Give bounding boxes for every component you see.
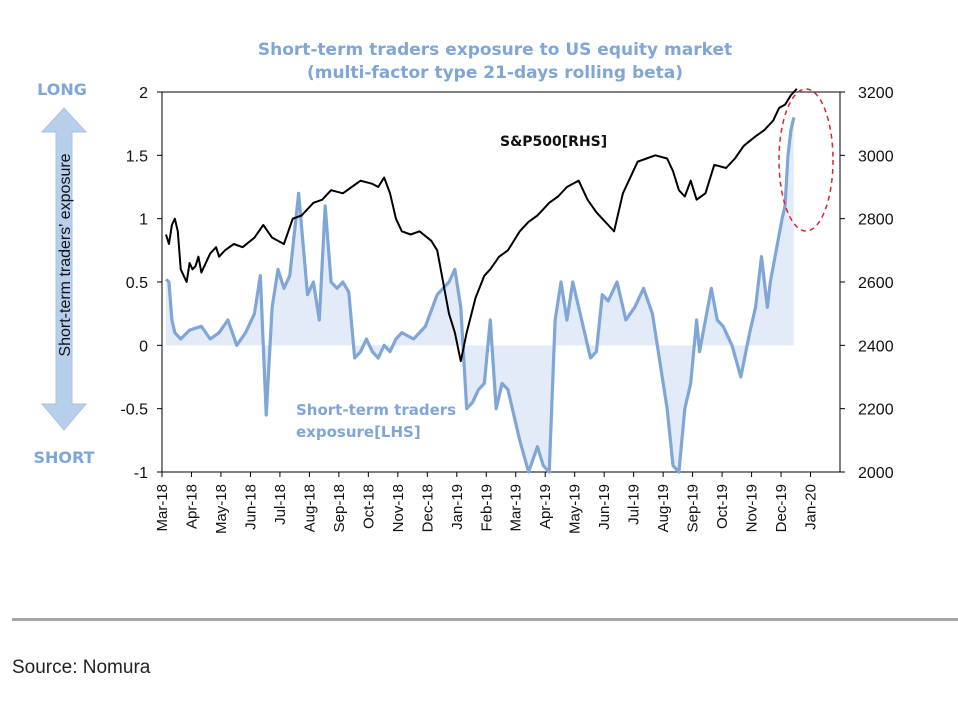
x-tick-label: Dec-19 [773, 484, 790, 532]
right-tick-label: 2200 [858, 402, 894, 419]
x-tick-label: May-19 [567, 484, 584, 534]
series-layer [164, 88, 798, 474]
exposure-series-label-line2: exposure[LHS] [296, 423, 421, 441]
right-tick-label: 3200 [858, 85, 894, 102]
x-tick-label: Mar-18 [154, 484, 171, 532]
sp500-line [165, 88, 798, 363]
exposure-line [164, 116, 796, 474]
left-tick-label: 1.5 [126, 148, 148, 165]
right-tick-label: 2800 [858, 212, 894, 229]
x-tick-label: May-18 [213, 484, 230, 534]
highlight-ellipse [778, 88, 834, 232]
direction-arrow-icon [40, 107, 88, 431]
left-tick-label: 1 [139, 212, 148, 229]
y-axis-label: Short-term traders' exposure [57, 153, 74, 356]
x-axis: Mar-18 Apr-18 May-18 Jun-18 Jul-18 Aug-18 Sep-… [154, 472, 820, 534]
x-tick-label: Mar-19 [508, 484, 525, 532]
exposure-area [166, 117, 794, 472]
x-tick-label: Aug-19 [655, 484, 672, 532]
sp500-series-label: S&P500[RHS] [500, 134, 607, 150]
left-tick-label: -0.5 [120, 402, 148, 419]
left-axis: 2 1.5 1 0.5 0 -0.5 -1 [120, 85, 162, 482]
x-tick-label: Jun-19 [596, 484, 613, 530]
left-tick-label: 2 [139, 85, 148, 102]
left-tick-label: 0 [139, 338, 148, 355]
left-tick-label: 0.5 [126, 275, 148, 292]
divider [12, 618, 958, 621]
right-tick-label: 2000 [858, 465, 894, 482]
right-tick-label: 2600 [858, 275, 894, 292]
exposure-series-label-line1: Short-term traders [296, 401, 456, 419]
right-tick-label: 3000 [858, 148, 894, 165]
chart-title: Short-term traders exposure to US equity… [258, 40, 732, 60]
x-tick-label: Jul-18 [272, 484, 289, 525]
x-tick-label: Nov-18 [390, 484, 407, 532]
x-tick-label: Apr-19 [537, 484, 554, 529]
x-tick-label: Jan-20 [803, 484, 820, 530]
chart: Short-term traders exposure to US equity… [33, 40, 894, 534]
x-tick-label: Oct-19 [714, 484, 731, 529]
x-tick-label: Dec-18 [419, 484, 436, 532]
x-tick-label: Feb-19 [478, 484, 495, 532]
source-note: Source: Nomura [12, 657, 151, 678]
right-axis: 3200 3000 2800 2600 2400 2200 2000 [840, 85, 894, 482]
x-tick-label: Jan-19 [449, 484, 466, 530]
x-tick-label: Apr-18 [183, 484, 200, 529]
x-tick-label: Sep-19 [685, 484, 702, 532]
x-tick-label: Jul-19 [626, 484, 643, 525]
long-label: LONG [37, 80, 87, 99]
x-tick-label: Nov-19 [744, 484, 761, 532]
chart-subtitle: (multi-factor type 21-days rolling beta) [307, 63, 683, 83]
x-tick-label: Jun-18 [242, 484, 259, 530]
x-tick-label: Sep-18 [331, 484, 348, 532]
right-tick-label: 2400 [858, 338, 894, 355]
x-tick-label: Oct-18 [360, 484, 377, 529]
left-tick-label: -1 [134, 465, 148, 482]
x-tick-label: Aug-18 [301, 484, 318, 532]
short-label: SHORT [33, 448, 94, 467]
